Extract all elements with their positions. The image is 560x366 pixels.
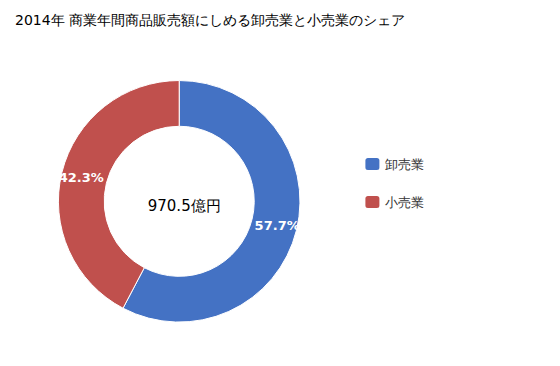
svg-text:42.3%: 42.3%: [59, 170, 104, 185]
svg-text:小売業: 小売業: [385, 195, 424, 210]
svg-text:57.7%: 57.7%: [255, 218, 300, 233]
svg-text:卸売業: 卸売業: [385, 157, 424, 172]
svg-text:970.5億円: 970.5億円: [148, 197, 221, 215]
svg-text:2014年 商業年間商品販売額にしめる卸売業と小売業のシェア: 2014年 商業年間商品販売額にしめる卸売業と小売業のシェア: [15, 12, 405, 28]
